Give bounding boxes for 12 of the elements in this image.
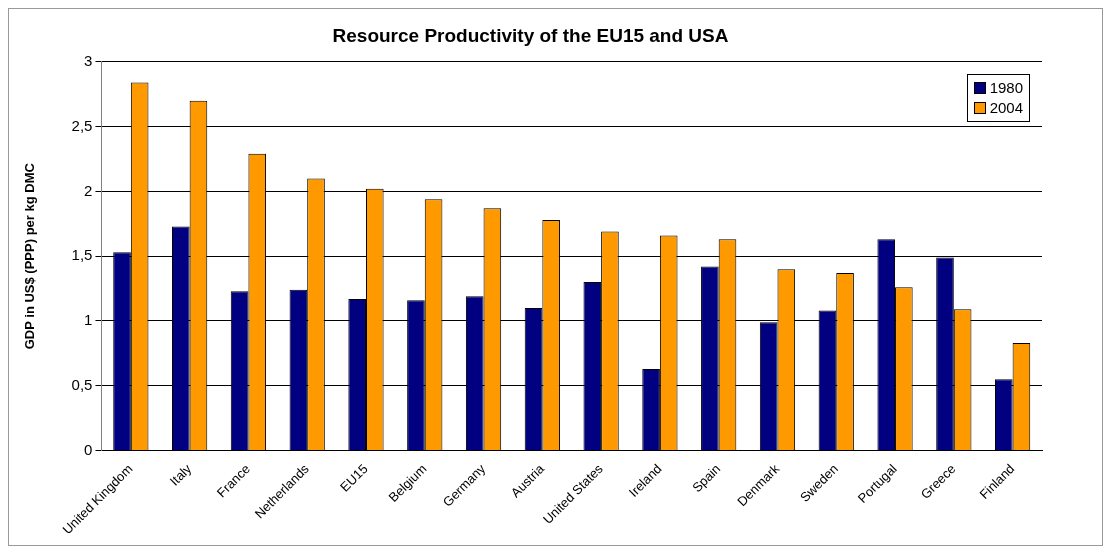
y-tick-label: 0 (84, 440, 93, 458)
y-axis-title: GDP in US$ (PPP) per kg DMC (22, 162, 38, 350)
chart-title: Resource Productivity of the EU15 and USA (332, 24, 729, 46)
y-tick-label: 0,5 (71, 375, 93, 393)
y-tick-label: 2 (84, 181, 93, 199)
legend-label: 2004 (989, 97, 1023, 118)
x-tick-label: Italy (166, 460, 195, 489)
y-tick-label: 1,5 (71, 246, 93, 264)
y-tick-label: 3 (84, 51, 93, 69)
legend-label: 1980 (989, 77, 1023, 98)
y-tick-label: 1 (84, 311, 93, 329)
y-tick-label: 2,5 (71, 116, 93, 134)
